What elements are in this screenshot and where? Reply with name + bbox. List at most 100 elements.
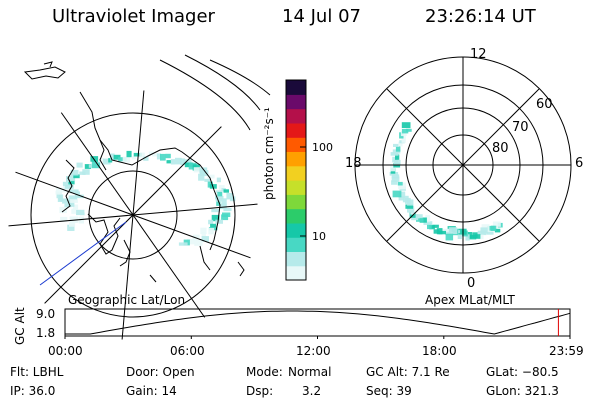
aurora-pixel [395,146,401,152]
aurora-pixel [198,173,205,181]
aurora-pixel [458,228,467,235]
aurora-pixel [113,154,121,160]
aurora-pixel [78,216,84,224]
aurora-pixel [442,228,450,232]
aurora-pixel [392,156,398,163]
aurora-pixel [215,195,224,200]
aurora-pixel [432,224,439,228]
colorbar-cell [286,194,306,210]
date-label: 14 Jul 07 [282,6,361,27]
alt-xtick-1200: 12:00 [296,344,331,358]
info-dsp-value: 3.2 [302,384,322,398]
aurora-pixel [194,239,203,246]
aurora-pixel [186,238,196,245]
aurora-pixel [390,152,399,156]
alt-xtick-1800: 18:00 [422,344,457,358]
alt-ytick-9: 9.0 [36,307,56,321]
aurora-pixel [487,225,495,231]
aurora-pixel [223,189,229,193]
aurora-pixel [200,170,209,177]
alt-xtick-2359: 23:59 [549,344,584,358]
info-gain: Gain: 14 [126,384,177,398]
colorbar-cell [286,251,306,267]
aurora-pixel [143,156,149,161]
geographic-map [8,54,271,340]
aurora-pixel [221,214,229,221]
aurora-pixel [395,154,400,160]
aurora-pixel [82,169,90,175]
mlt-label-6: 6 [575,156,584,171]
mlat-mlt-polar-plot [354,56,572,274]
aurora-pixel [131,156,137,160]
aurora-pixel [226,193,234,200]
aurora-pixel [68,180,75,185]
alt-xtick-0600: 06:00 [170,344,205,358]
aurora-pixel [492,221,501,227]
aurora-pixel [201,236,209,242]
colorbar-cell [286,122,306,138]
aurora-pixel [183,159,192,165]
colorbar-cell [286,108,306,124]
aurora-pixel [166,160,171,164]
aurora-pixel [64,203,72,208]
aurora-pixel [401,122,411,129]
colorbar-tick-100: 100 [312,141,333,154]
lat-circle-outer [30,112,236,318]
aurora-pixel [405,204,414,209]
aurora-pixel [392,190,402,198]
aurora-pixel [423,221,433,225]
aurora-pixel [219,203,227,210]
colorbar-cell [286,137,306,152]
altitude-curve [65,310,571,335]
aurora-pixel [72,204,79,210]
colorbar-cell [286,208,306,224]
aurora-pixel [91,161,101,169]
colorbar-cell [286,222,306,238]
aurora-pixel [68,199,75,207]
colorbar-unit-label: photon cm⁻²s⁻¹ [262,107,276,200]
mlt-label-18: 18 [345,156,362,171]
aurora-pixel [398,141,403,147]
info-gc-alt: GC Alt: 7.1 Re [366,365,450,379]
aurora-pixel [67,224,75,231]
aurora-pixel [188,162,197,170]
aurora-pixel [425,215,431,222]
aurora-pixel [160,153,166,161]
info-glon: GLon: 321.3 [486,384,559,398]
aurora-pixel [398,191,406,198]
aurora-pixel [467,232,473,239]
aurora-pixel [229,196,236,202]
aurora-pixel [436,228,443,235]
aurora-pixel [180,158,185,165]
aurora-pixel [126,150,132,158]
aurora-pixel [208,219,214,225]
aurora-pixel [494,228,501,233]
aurora-pixel [75,191,80,197]
aurora-pixel [70,169,79,176]
info-ip: IP: 36.0 [10,384,56,398]
mlat-label-60: 60 [536,97,553,112]
info-mode-value: Normal [288,365,332,379]
aurora-pixel [397,181,403,186]
aurora-pixel [427,223,432,230]
aurora-pixel [76,162,83,168]
aurora-pixel [139,152,145,158]
aurora-pixel [215,219,223,224]
graticule-arc [159,59,251,131]
aurora-pixel [407,205,415,213]
aurora-pixel [55,190,62,195]
time-label: 23:26:14 UT [425,6,536,27]
altitude-plot [64,308,571,339]
aurora-pixel [215,192,220,199]
aurora-pixel [70,196,78,203]
aurora-pixel [400,131,407,137]
aurora-pixel [207,174,215,179]
aurora-pixel [433,229,440,234]
mlat-label-80: 80 [492,141,509,156]
meridian-lines [8,54,271,340]
aurora-pixel [84,164,92,169]
aurora-pixel [62,181,71,186]
aurora-pixel [73,174,80,179]
aurora-pixel [204,178,210,182]
